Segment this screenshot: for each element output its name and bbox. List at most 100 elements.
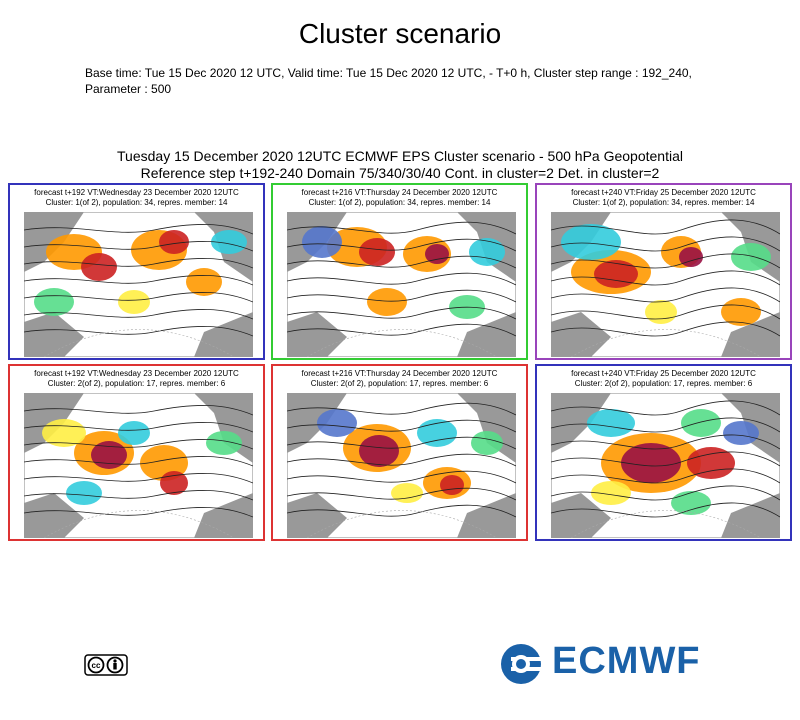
anomaly-blob	[469, 238, 505, 266]
forecast-panel: forecast t+216 VT:Thursday 24 December 2…	[271, 183, 528, 360]
contour-line	[287, 504, 516, 518]
forecast-panel: forecast t+192 VT:Wednesday 23 December …	[8, 183, 265, 360]
contour-line	[287, 289, 516, 303]
anomaly-blob	[118, 421, 150, 445]
grid-line	[306, 510, 498, 538]
geopotential-map	[551, 212, 780, 357]
anomaly-blob	[471, 431, 503, 455]
geopotential-map	[551, 393, 780, 538]
anomaly-blob	[671, 491, 711, 515]
anomaly-blob	[425, 244, 449, 264]
anomaly-blob	[594, 260, 638, 288]
svg-text:cc: cc	[92, 661, 101, 670]
anomaly-blob	[417, 419, 457, 447]
anomaly-blob	[66, 481, 102, 505]
panel-forecast-label: forecast t+216 VT:Thursday 24 December 2…	[301, 188, 498, 197]
figure-title-line-2: Reference step t+192-240 Domain 75/340/3…	[140, 165, 660, 181]
panel-forecast-label: forecast t+216 VT:Thursday 24 December 2…	[301, 369, 498, 378]
contour-line	[551, 502, 780, 518]
anomaly-blob	[591, 481, 631, 505]
contour-line	[551, 253, 780, 269]
contour-line	[287, 306, 516, 320]
contour-line	[551, 219, 780, 235]
contour-line	[24, 241, 253, 252]
contour-line	[24, 275, 253, 286]
grid-line	[570, 510, 762, 538]
contour-line	[24, 258, 253, 269]
anomaly-blob	[91, 441, 127, 469]
anomaly-blob	[317, 409, 357, 437]
grid-line	[306, 329, 498, 357]
anomaly-blob	[81, 253, 117, 281]
figure-title-line-1: Tuesday 15 December 2020 12UTC ECMWF EPS…	[117, 148, 683, 164]
contour-line	[24, 473, 253, 484]
panel-cluster-label: Cluster: 1(of 2), population: 34, repres…	[308, 198, 491, 207]
land-mask	[287, 393, 516, 538]
anomaly-blob	[206, 431, 242, 455]
panel-cluster-label: Cluster: 1(of 2), population: 34, repres…	[45, 198, 228, 207]
contour-line	[287, 470, 516, 484]
anomaly-blob	[302, 226, 342, 258]
anomaly-blob	[621, 443, 681, 483]
contour-line	[551, 304, 780, 320]
anomaly-blob	[587, 409, 635, 437]
contour-line	[551, 485, 780, 501]
panel-forecast-label: forecast t+240 VT:Friday 25 December 202…	[571, 188, 756, 197]
contour-line	[551, 270, 780, 286]
contour-line	[287, 255, 516, 269]
contour-line	[24, 309, 253, 320]
panel-header: forecast t+216 VT:Thursday 24 December 2…	[273, 188, 526, 208]
contour-line	[24, 507, 253, 518]
contour-line	[24, 456, 253, 467]
contour-line	[24, 490, 253, 501]
geopotential-map	[287, 212, 516, 357]
contour-line	[551, 451, 780, 467]
contour-line	[551, 321, 780, 337]
panel-cluster-label: Cluster: 2(of 2), population: 17, repres…	[310, 379, 489, 388]
anomaly-blob	[359, 238, 395, 266]
geopotential-map	[24, 393, 253, 538]
anomaly-blob	[211, 230, 247, 254]
info-line-1: Base time: Tue 15 Dec 2020 12 UTC, Valid…	[85, 66, 692, 80]
contour-line	[24, 439, 253, 450]
contour-line	[24, 326, 253, 337]
anomaly-blob	[561, 224, 621, 260]
anomaly-blob	[391, 483, 423, 503]
contour-line	[24, 405, 253, 416]
anomaly-blob	[367, 288, 407, 316]
panel-forecast-label: forecast t+192 VT:Wednesday 23 December …	[34, 369, 239, 378]
contour-line	[287, 238, 516, 252]
anomaly-blob	[359, 435, 399, 467]
panel-forecast-label: forecast t+192 VT:Wednesday 23 December …	[34, 188, 239, 197]
panel-cluster-label: Cluster: 2(of 2), population: 17, repres…	[47, 379, 226, 388]
panel-header: forecast t+240 VT:Friday 25 December 202…	[537, 188, 790, 208]
land-mask	[287, 212, 516, 357]
anomaly-blob	[440, 475, 464, 495]
contour-line	[287, 419, 516, 433]
contour-line	[551, 236, 780, 252]
grid-line	[43, 329, 235, 357]
geopotential-map	[287, 393, 516, 538]
anomaly-blob	[687, 447, 735, 479]
anomaly-blob	[679, 247, 703, 267]
panel-header: forecast t+240 VT:Friday 25 December 202…	[537, 369, 790, 389]
contour-line	[24, 422, 253, 433]
contour-line	[551, 468, 780, 484]
contour-line	[287, 272, 516, 286]
forecast-panel: forecast t+192 VT:Wednesday 23 December …	[8, 364, 265, 541]
contour-line	[551, 400, 780, 416]
forecast-panel: forecast t+216 VT:Thursday 24 December 2…	[271, 364, 528, 541]
forecast-panel: forecast t+240 VT:Friday 25 December 202…	[535, 364, 792, 541]
anomaly-blob	[645, 300, 677, 324]
contour-line	[287, 436, 516, 450]
ecmwf-logo-text: ECMWF	[552, 640, 701, 682]
contour-line	[287, 221, 516, 235]
panel-cluster-label: Cluster: 1(of 2), population: 34, repres…	[572, 198, 755, 207]
panel-header: forecast t+192 VT:Wednesday 23 December …	[10, 369, 263, 389]
anomaly-blob	[681, 409, 721, 437]
grid-line	[570, 329, 762, 357]
info-line-2: Parameter : 500	[85, 82, 172, 96]
anomaly-blob	[731, 243, 771, 271]
contour-line	[287, 402, 516, 416]
ecmwf-logo-icon	[501, 644, 551, 684]
